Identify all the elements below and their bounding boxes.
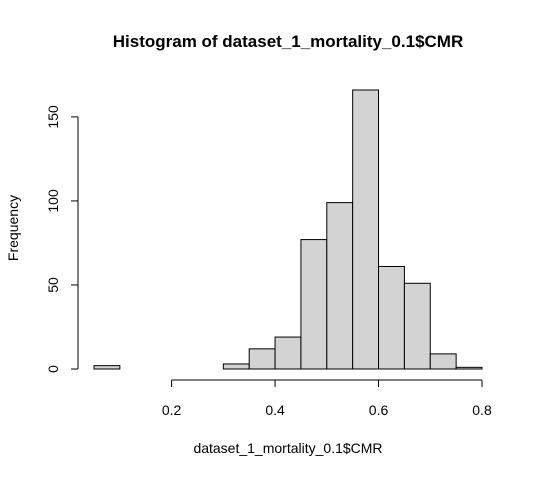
- x-axis-label: dataset_1_mortality_0.1$CMR: [193, 440, 382, 456]
- histogram-bar: [222, 363, 250, 370]
- y-tick-label: 150: [45, 105, 61, 129]
- histogram-bar: [403, 282, 431, 370]
- histogram-bar: [300, 239, 328, 370]
- y-tick-label: 100: [45, 189, 61, 213]
- histogram-bar: [93, 365, 121, 370]
- y-axis-label: Frequency: [5, 195, 21, 261]
- x-tick-label: 0.8: [472, 402, 492, 418]
- y-axis: 0 50 100 150: [45, 105, 79, 373]
- histogram-bar: [378, 265, 405, 370]
- bars-group: [93, 89, 483, 370]
- y-tick-label: 50: [45, 277, 61, 293]
- histogram-bar: [248, 348, 276, 370]
- x-tick-label: 0.6: [369, 402, 389, 418]
- histogram-bar: [326, 202, 354, 370]
- y-tick-label: 0: [45, 365, 61, 373]
- histogram-bar: [352, 89, 380, 370]
- histogram-bar: [274, 336, 302, 370]
- x-tick-label: 0.2: [162, 402, 182, 418]
- histogram-bar: [455, 366, 483, 370]
- chart-title: Histogram of dataset_1_mortality_0.1$CMR: [113, 32, 464, 51]
- x-axis: 0.2 0.4 0.6 0.8: [162, 379, 492, 418]
- x-tick-label: 0.4: [265, 402, 285, 418]
- histogram-bar: [429, 353, 457, 370]
